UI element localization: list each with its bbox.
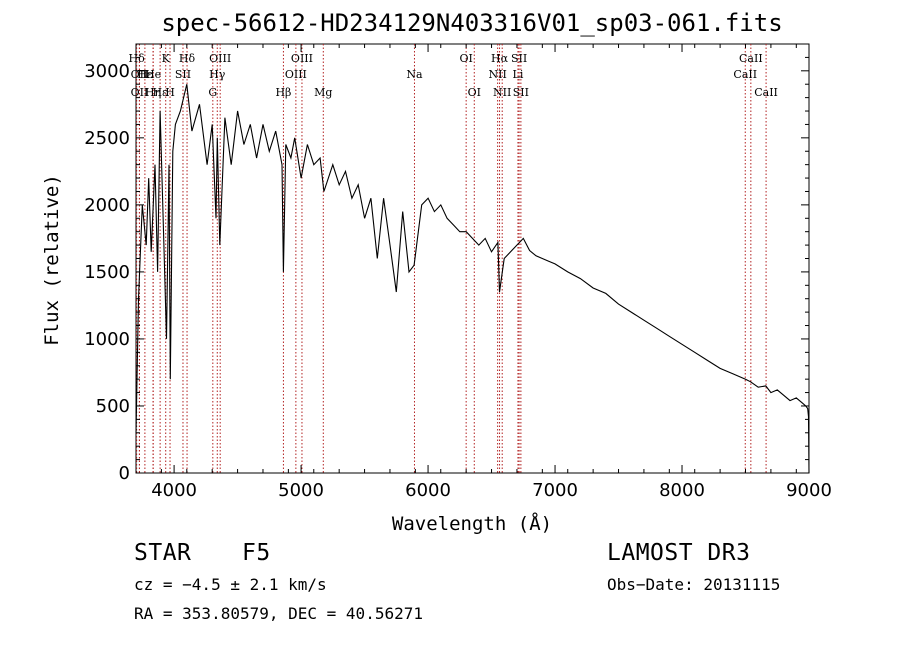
axes: 4000 5000 6000 7000 8000 9000 0 500 1000 1500 2000… <box>84 43 832 501</box>
line-marker-label: SII <box>511 52 527 65</box>
y-tick-label: 2000 <box>84 195 130 216</box>
line-marker-label: Na <box>406 68 423 81</box>
x-tick-label: 8000 <box>659 480 705 501</box>
line-marker-label: OII <box>131 86 149 99</box>
observation-date: Obs−Date: 20131115 <box>607 575 781 594</box>
line-marker-label: Hδ <box>129 52 146 65</box>
line-marker-label: CaII <box>739 52 763 65</box>
line-marker-label: K <box>162 52 171 65</box>
x-tick-label: 6000 <box>405 480 451 501</box>
y-axis-label: Flux (relative) <box>41 174 63 346</box>
coordinates: RA = 353.80579, DEC = 40.56271 <box>134 604 423 623</box>
line-marker-label: Hε <box>152 86 168 99</box>
line-marker-label: OI <box>459 52 472 65</box>
plot-frame <box>135 43 810 474</box>
x-tick-label: 9000 <box>786 480 832 501</box>
line-marker-label: Hη <box>145 86 161 99</box>
y-tick-label: 0 <box>119 463 130 484</box>
x-tick-label: 7000 <box>532 480 578 501</box>
line-marker-label: G <box>208 86 217 99</box>
y-tick-label: 3000 <box>84 61 130 82</box>
line-marker-label: OIII <box>209 52 231 65</box>
survey-name: LAMOST DR3 <box>607 540 751 566</box>
line-marker-label: SII <box>175 68 191 81</box>
line-marker-label: Li <box>513 68 524 81</box>
line-marker-label: OIII <box>285 68 307 81</box>
line-marker-label: SII <box>513 86 529 99</box>
chart-title: spec-56612-HD234129N403316V01_sp03-061.f… <box>161 9 782 37</box>
line-marker-label: OI <box>468 86 481 99</box>
y-tick-label: 2500 <box>84 128 130 149</box>
line-markers <box>136 44 767 473</box>
x-tick-label: 4000 <box>151 480 197 501</box>
line-marker-label: H <box>165 86 175 99</box>
y-tick-label: 500 <box>96 396 130 417</box>
line-marker-label: OIII <box>291 52 313 65</box>
line-marker-label: CaII <box>754 86 778 99</box>
x-axis-label: Wavelength (Å) <box>392 512 552 535</box>
line-marker-label: CaII <box>733 68 757 81</box>
line-marker-label: NII <box>493 86 511 99</box>
line-marker-label: He <box>145 68 161 81</box>
spectrum-line <box>135 84 810 474</box>
line-marker-label: Hα <box>491 52 509 65</box>
object-subclass: F5 <box>242 540 271 566</box>
redshift-velocity: cz = −4.5 ± 2.1 km/s <box>134 575 327 594</box>
line-marker-label: Mg <box>314 86 332 99</box>
y-tick-label: 1500 <box>84 262 130 283</box>
line-marker-label: NII <box>488 68 506 81</box>
line-marker-label: Hδ <box>179 52 196 65</box>
line-marker-label: Hγ <box>209 68 226 81</box>
line-marker-label: Hβ <box>275 86 291 99</box>
x-tick-label: 5000 <box>278 480 324 501</box>
y-tick-label: 1000 <box>84 329 130 350</box>
object-class: STAR <box>134 540 192 566</box>
